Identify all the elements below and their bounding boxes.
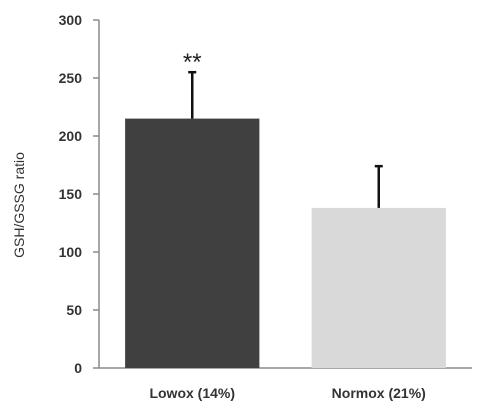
y-tick-label: 100 [59, 244, 83, 260]
x-category-label: Normox (21%) [332, 385, 426, 401]
y-tick-label: 200 [59, 128, 83, 144]
y-tick-label: 300 [59, 12, 83, 28]
bar [311, 207, 446, 368]
y-tick-label: 250 [59, 70, 83, 86]
y-tick-label: 0 [74, 360, 82, 376]
labels: Lowox (14%) Normox (21%) ** [149, 49, 425, 401]
bar [125, 118, 260, 368]
y-axis-title: GSH/GSSG ratio [11, 152, 27, 258]
y-tick-label: 50 [66, 302, 82, 318]
bars [125, 70, 446, 368]
x-category-label: Lowox (14%) [149, 385, 235, 401]
significance-annotation: ** [183, 49, 202, 76]
y-tick-label: 150 [59, 186, 83, 202]
